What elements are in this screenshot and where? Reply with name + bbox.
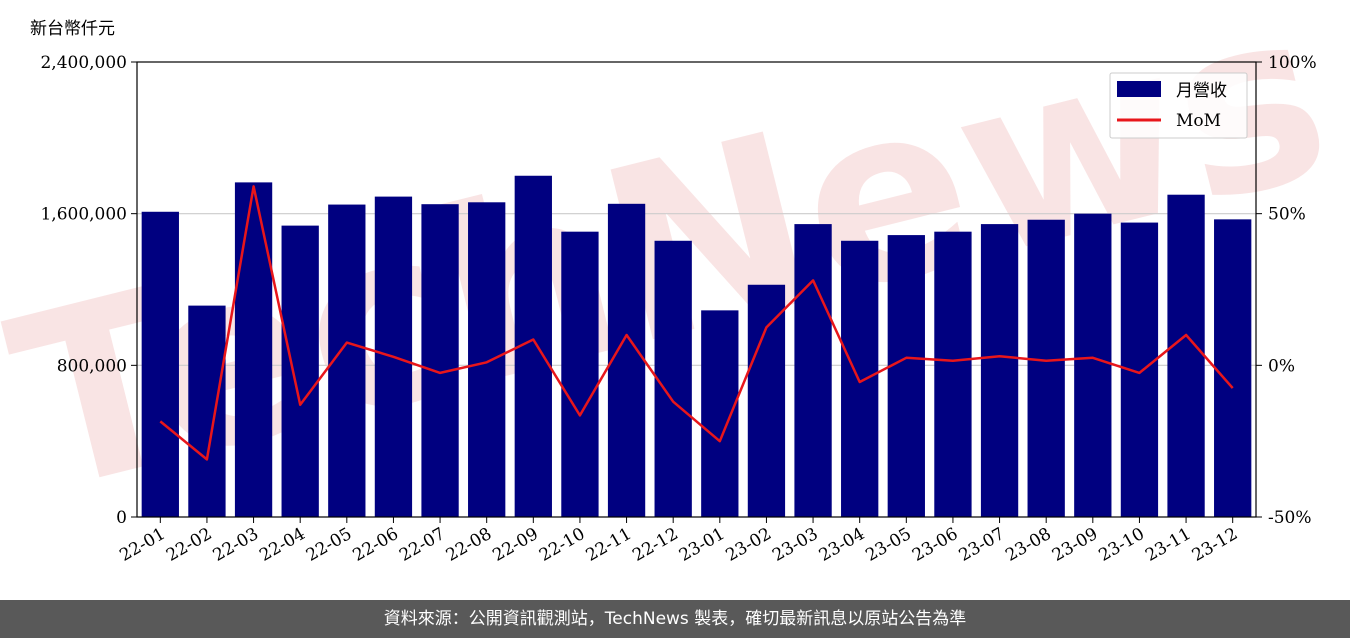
x-tick-label: 23-07 — [956, 524, 1008, 566]
left-tick-label: 800,000 — [57, 356, 127, 376]
x-tick-label: 23-05 — [862, 524, 914, 566]
right-tick-label: -50% — [1268, 508, 1312, 528]
x-tick-label: 22-05 — [303, 524, 355, 566]
right-tick-label: 0% — [1268, 356, 1295, 376]
revenue-bar — [1214, 219, 1252, 517]
revenue-bar — [1167, 194, 1205, 518]
x-tick-label: 22-06 — [349, 524, 401, 566]
left-tick-label: 0 — [116, 508, 127, 528]
mom-line-series — [159, 185, 1234, 461]
revenue-bar — [934, 231, 972, 518]
revenue-bar — [654, 240, 692, 517]
source-footer: 資料來源：公開資訊觀測站，TechNews 製表，確切最新訊息以原站公告為準 — [0, 600, 1350, 638]
revenue-bar — [561, 231, 599, 518]
x-tick-label: 22-10 — [536, 524, 588, 566]
plot-frame — [136, 61, 1257, 518]
revenue-bar — [1074, 213, 1112, 517]
x-tick-label: 22-08 — [443, 524, 495, 566]
x-tick-label: 22-03 — [210, 524, 262, 566]
x-tick-label: 22-11 — [583, 524, 635, 566]
x-tick-label: 22-02 — [163, 524, 215, 566]
x-tick-label: 22-01 — [116, 524, 168, 566]
right-tick-label: 50% — [1268, 205, 1306, 225]
left-tick-label: 2,400,000 — [40, 53, 127, 73]
x-tick-label: 23-01 — [676, 524, 728, 566]
x-tick-label: 23-09 — [1049, 524, 1101, 566]
x-tick-label: 23-12 — [1189, 524, 1241, 566]
x-tick-label: 23-02 — [722, 524, 774, 566]
x-tick-label: 22-12 — [629, 524, 681, 566]
x-tick-label: 22-04 — [256, 524, 308, 566]
grid-lines — [137, 213, 1256, 366]
x-tick-label: 23-04 — [816, 524, 868, 566]
mom-line — [159, 185, 1234, 461]
x-tick-label: 23-11 — [1142, 524, 1194, 566]
revenue-bar — [701, 310, 739, 517]
legend-line-label: MoM — [1176, 111, 1221, 131]
x-tick-label: 23-10 — [1095, 524, 1147, 566]
revenue-bar — [234, 182, 273, 517]
revenue-bar — [980, 224, 1019, 517]
revenue-bar — [747, 284, 786, 517]
revenue-bar — [841, 240, 879, 517]
revenue-bar — [887, 235, 925, 517]
y-unit-label: 新台幣仟元 — [30, 19, 115, 39]
legend-bar-swatch — [1117, 81, 1161, 97]
x-tick-label: 23-08 — [1002, 524, 1054, 566]
x-tick-label: 23-03 — [769, 524, 821, 566]
revenue-bar — [141, 211, 179, 518]
left-tick-label: 1,600,000 — [40, 205, 127, 225]
revenue-bar — [188, 305, 226, 517]
revenue-bar — [1027, 219, 1065, 517]
revenue-bar — [607, 203, 646, 517]
revenue-bar — [281, 225, 319, 517]
legend-bar-label: 月營收 — [1176, 81, 1227, 101]
right-y-axis: -50% 0% 50% 100% — [1256, 53, 1317, 528]
revenue-bar — [421, 204, 459, 517]
x-axis: 22-0122-0222-0322-0422-0522-0622-0722-08… — [116, 517, 1241, 566]
legend: 月營收 MoM — [1109, 72, 1248, 139]
x-tick-label: 22-07 — [396, 524, 448, 566]
right-tick-label: 100% — [1268, 53, 1317, 73]
x-tick-label: 23-06 — [909, 524, 961, 566]
revenue-bar — [794, 224, 832, 517]
revenue-bar — [468, 202, 506, 517]
x-tick-label: 22-09 — [489, 524, 541, 566]
left-y-axis: 0 800,000 1,600,000 2,400,000 — [40, 53, 137, 528]
bar-series — [141, 175, 1252, 518]
